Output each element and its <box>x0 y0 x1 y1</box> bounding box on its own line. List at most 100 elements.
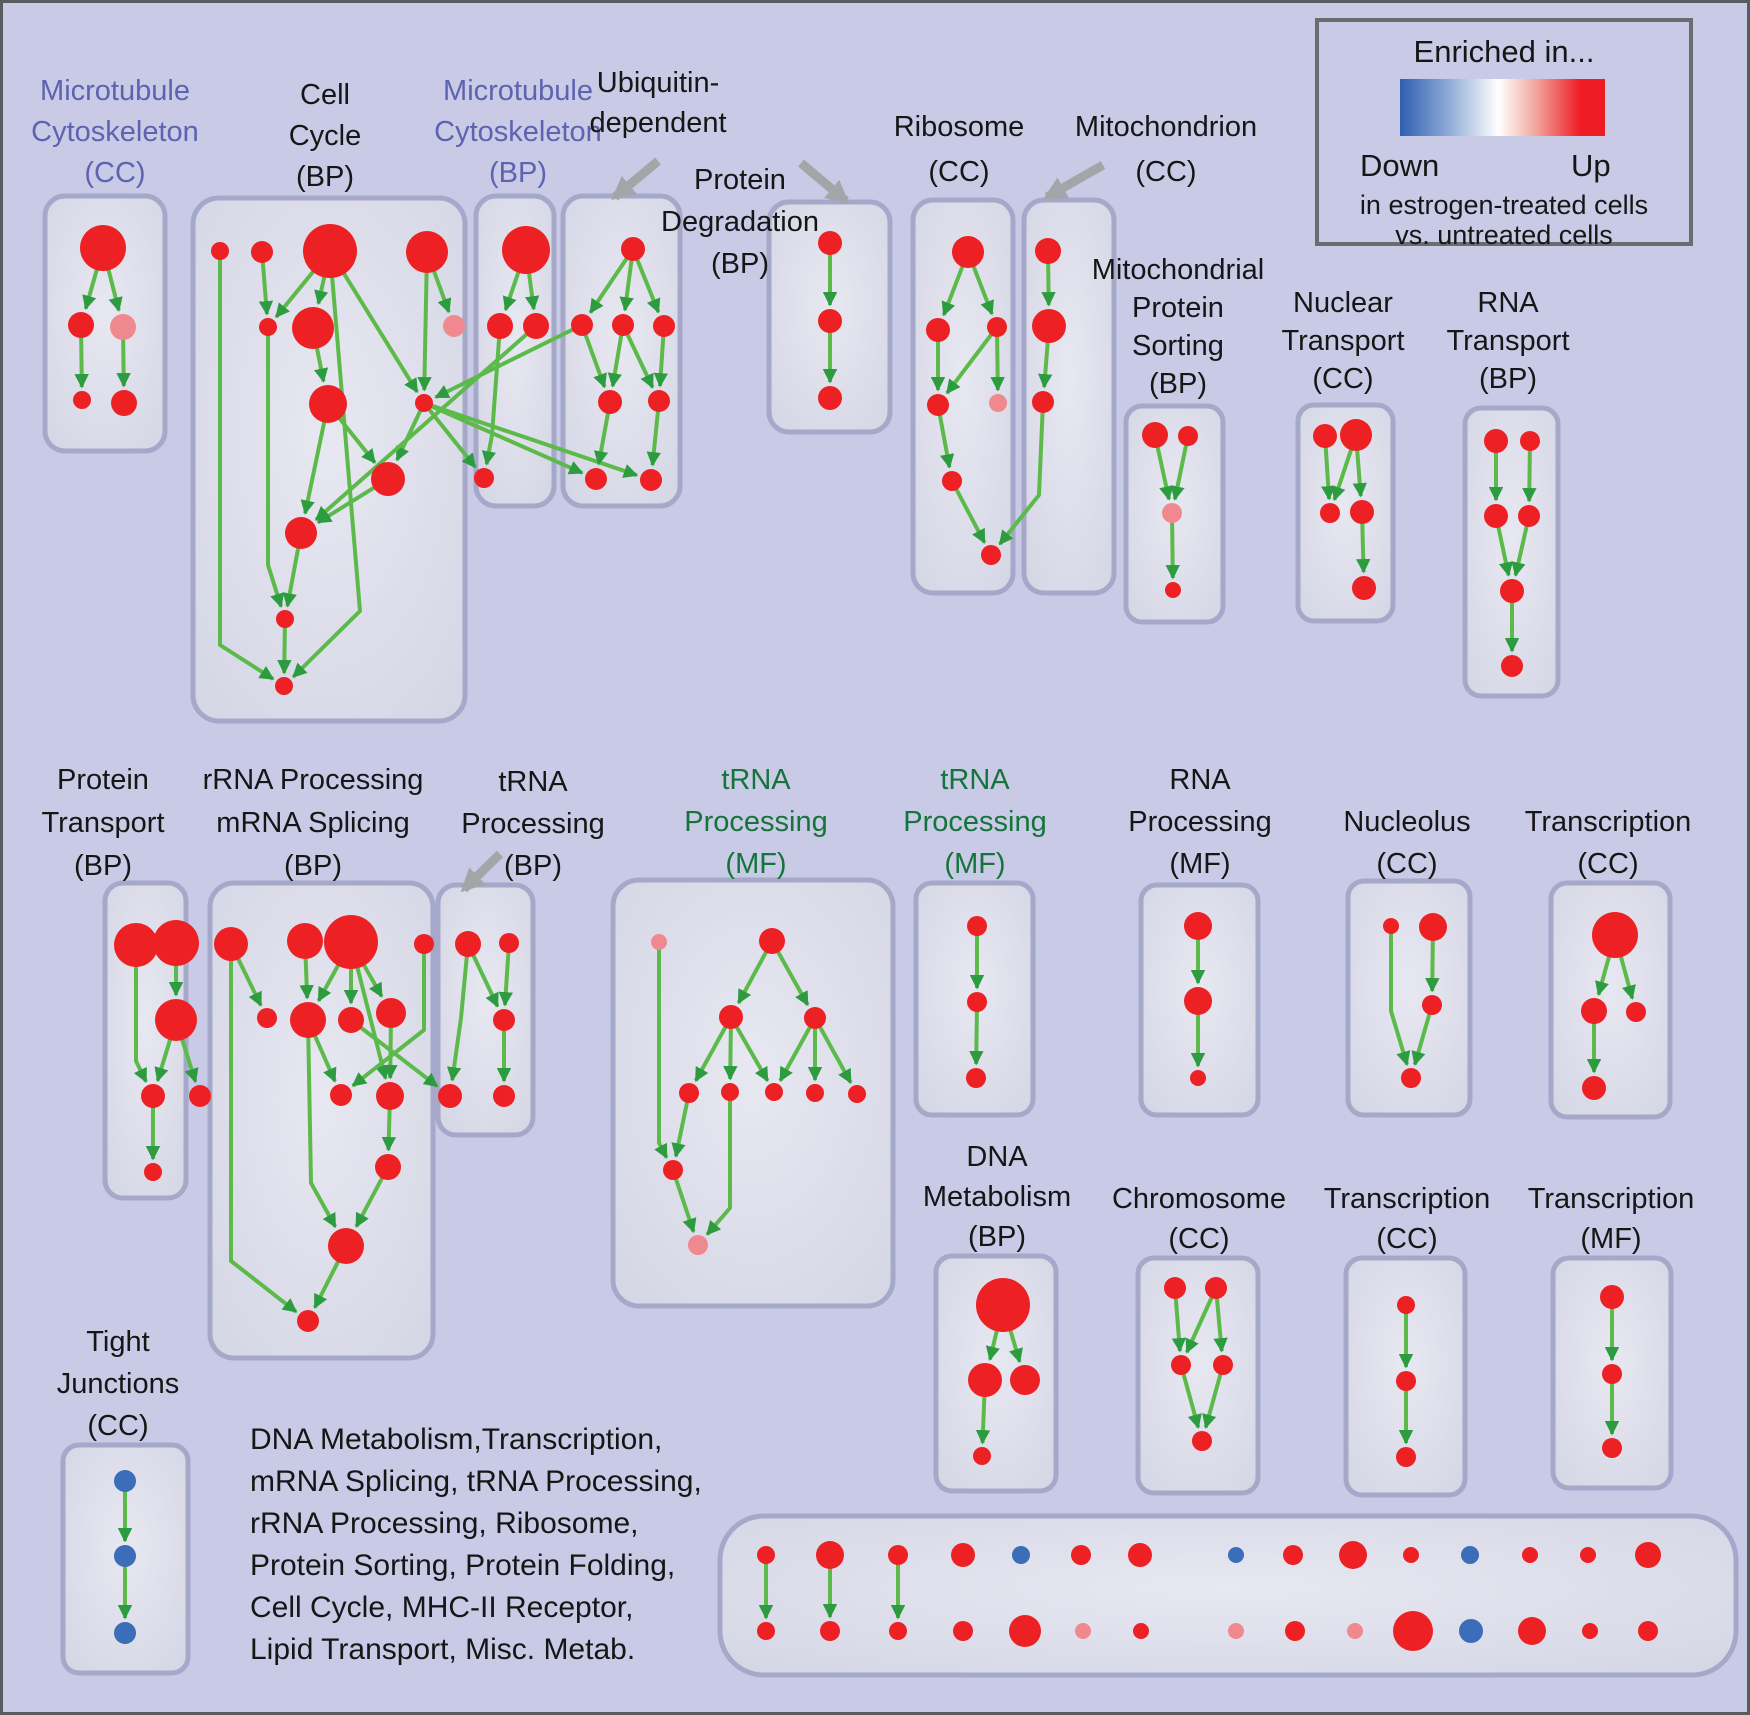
edge <box>1522 440 1537 503</box>
gene-set-node <box>820 1621 840 1641</box>
nucleolus-label: Nucleolus (CC) <box>1343 806 1471 880</box>
gene-set-node <box>1283 1545 1303 1565</box>
gene-set-node <box>679 1083 699 1103</box>
gene-set-node <box>1602 1438 1622 1458</box>
gene-set-node <box>114 1470 136 1492</box>
edge <box>1202 1364 1225 1429</box>
gene-set-node <box>189 1085 211 1107</box>
gene-set-node <box>1580 1547 1596 1563</box>
gene-set-node <box>1340 419 1372 451</box>
misc-note: DNA Metabolism,Transcription, mRNA Splic… <box>250 1423 702 1666</box>
gene-set-node <box>1501 655 1523 677</box>
edge <box>481 325 502 466</box>
gene-set-node <box>1459 1619 1483 1643</box>
gene-set-node <box>1228 1623 1244 1639</box>
edge <box>950 480 987 544</box>
gene-set-node <box>153 920 199 966</box>
annotation-arrow <box>460 850 504 893</box>
gene-set-node <box>818 231 842 255</box>
gene-set-node <box>1592 912 1638 958</box>
edge <box>434 323 583 400</box>
gene-set-node <box>292 307 334 349</box>
gene-set-node <box>1164 1277 1186 1299</box>
edge <box>588 247 635 314</box>
gene-set-node <box>114 923 158 967</box>
edge <box>778 1017 817 1082</box>
gene-set-node <box>952 236 984 268</box>
edge <box>328 249 419 394</box>
legend-down-label: Down <box>1360 148 1440 183</box>
gene-set-node <box>989 394 1007 412</box>
gene-set-node <box>499 933 519 953</box>
edge <box>218 251 275 681</box>
gene-set-node <box>1165 582 1181 598</box>
gene-set-node <box>973 1447 991 1465</box>
gene-set-node <box>111 390 137 416</box>
edge <box>945 325 999 395</box>
trna-processing-bp-label: tRNA Processing (BP) <box>461 766 605 882</box>
gene-set-node <box>1339 1541 1367 1569</box>
gene-set-node <box>951 1543 975 1567</box>
cluster-box-chromosome <box>1135 1255 1261 1496</box>
gene-set-node <box>114 1622 136 1644</box>
transcription-cc-bottom-label: Transcription (CC) <box>1323 1183 1491 1255</box>
gene-set-node <box>1500 579 1524 603</box>
gene-set-node <box>585 468 607 490</box>
edge <box>133 945 148 1083</box>
gene-set-node <box>406 231 448 273</box>
edge <box>671 1169 697 1234</box>
edge <box>417 251 432 392</box>
gene-set-node <box>493 1009 515 1031</box>
gene-set-node <box>721 1083 739 1101</box>
gene-set-node <box>1403 1547 1419 1563</box>
gene-set-node <box>1035 238 1061 264</box>
gene-set-node <box>1032 391 1054 413</box>
gene-set-node <box>927 394 949 416</box>
legend-caption-line2: vs. untreated cells <box>1395 220 1613 250</box>
legend: Enriched in... Down Up in estrogen-treat… <box>1315 18 1693 250</box>
gene-set-node <box>1350 500 1374 524</box>
edge <box>729 1016 770 1082</box>
gene-set-node <box>889 1622 907 1640</box>
rna-transport-label: RNA Transport (BP) <box>1446 287 1570 395</box>
gene-set-node <box>653 315 675 337</box>
gene-set-node <box>1075 1623 1091 1639</box>
gene-set-node <box>523 313 549 339</box>
gene-set-node <box>290 1002 326 1038</box>
gene-set-node <box>1600 1285 1624 1309</box>
gene-set-node <box>818 309 842 333</box>
edge <box>1184 1287 1218 1354</box>
gene-set-node <box>502 226 550 274</box>
gene-set-node <box>493 1085 515 1107</box>
gene-set-node <box>114 1545 136 1567</box>
protein-transport-label: Protein Transport (BP) <box>41 764 165 882</box>
gene-set-node <box>1396 1371 1416 1391</box>
cluster-box-nucleolus <box>1345 878 1473 1118</box>
dna-metabolism-label: DNA Metabolism (BP) <box>922 1141 1072 1253</box>
microtubule-bp-label: Microtubule Cytoskeleton (BP) <box>434 75 602 189</box>
gene-set-node <box>571 314 593 336</box>
gene-set-node <box>719 1005 743 1029</box>
gene-set-node <box>376 1082 404 1110</box>
legend-gradient-bar <box>1400 79 1605 136</box>
edge <box>423 401 584 475</box>
legend-title: Enriched in... <box>1413 34 1595 69</box>
gene-set-node <box>328 1228 364 1264</box>
network-canvas <box>42 157 1739 1678</box>
gene-set-node <box>757 1546 775 1564</box>
gene-set-node <box>1484 429 1508 453</box>
gene-set-node <box>1162 503 1182 523</box>
gene-set-node <box>765 1083 783 1101</box>
cell-cycle-label: Cell Cycle (BP) <box>288 79 362 193</box>
gene-set-node <box>1582 1076 1606 1100</box>
edge <box>998 401 1045 546</box>
edge <box>705 1092 732 1236</box>
gene-set-node <box>804 1007 826 1029</box>
gene-set-node <box>1520 431 1540 451</box>
gene-set-node <box>612 314 634 336</box>
annotation-arrow <box>798 159 850 205</box>
gene-set-node <box>1518 505 1540 527</box>
mitochondrial-protein-sorting-label: Mitochondrial Protein Sorting (BP) <box>1091 254 1265 400</box>
edge <box>621 324 655 389</box>
gene-set-node <box>144 1163 162 1181</box>
